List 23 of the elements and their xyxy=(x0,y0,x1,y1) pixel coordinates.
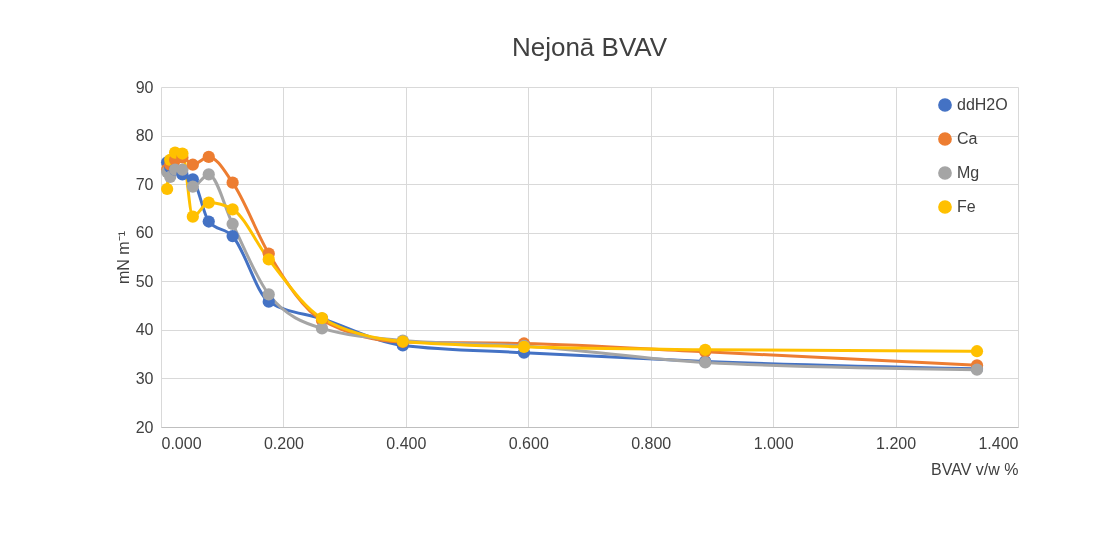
x-tick-label: 0.600 xyxy=(508,434,549,452)
x-tick-label: 1.400 xyxy=(978,434,1019,452)
y-tick-label: 70 xyxy=(135,175,154,193)
x-tick-label: 0.000 xyxy=(161,434,202,452)
legend-label: ddH2O xyxy=(957,96,1008,113)
y-tick-label: 60 xyxy=(135,224,154,242)
x-axis-title: BVAV v/w % xyxy=(931,460,1019,478)
legend-label: Fe xyxy=(957,198,976,215)
y-tick-label: 30 xyxy=(135,369,154,387)
x-tick-label: 1.000 xyxy=(753,434,794,452)
legend-label: Mg xyxy=(957,164,980,181)
chart-title: Nejonā BVAV xyxy=(511,32,668,62)
y-axis-title: mN m⁻¹ xyxy=(114,231,132,284)
x-tick-label: 0.800 xyxy=(631,434,672,452)
y-tick-label: 80 xyxy=(135,127,154,145)
x-tick-label: 1.200 xyxy=(876,434,917,452)
y-tick-label: 50 xyxy=(135,272,154,290)
y-tick-label: 40 xyxy=(135,321,154,339)
y-tick-label: 20 xyxy=(135,418,154,436)
y-tick-label: 90 xyxy=(135,78,154,96)
legend-label: Ca xyxy=(957,130,978,147)
x-tick-label: 0.400 xyxy=(386,434,427,452)
x-tick-label: 0.200 xyxy=(263,434,305,452)
